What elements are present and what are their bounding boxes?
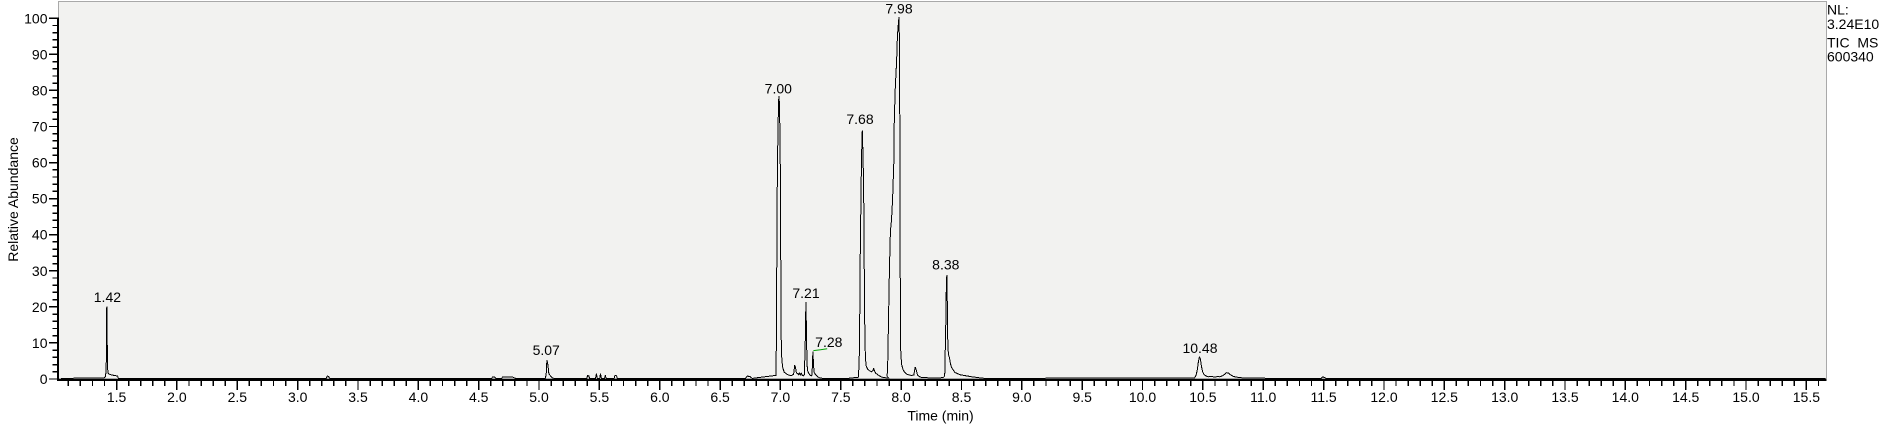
svg-text:9.5: 9.5 xyxy=(1072,389,1092,405)
svg-text:10.48: 10.48 xyxy=(1182,340,1217,356)
svg-text:7.0: 7.0 xyxy=(771,389,791,405)
svg-text:TIC MS: TIC MS xyxy=(1827,35,1878,51)
svg-text:10.0: 10.0 xyxy=(1129,389,1156,405)
svg-text:5.0: 5.0 xyxy=(529,389,549,405)
svg-text:Relative Abundance: Relative Abundance xyxy=(5,137,21,262)
svg-text:NL:: NL: xyxy=(1827,1,1849,17)
svg-text:7.98: 7.98 xyxy=(885,1,912,17)
svg-text:2.0: 2.0 xyxy=(167,389,187,405)
svg-text:11.0: 11.0 xyxy=(1250,389,1276,405)
svg-text:15.5: 15.5 xyxy=(1793,389,1820,405)
svg-text:1.5: 1.5 xyxy=(107,389,127,405)
svg-text:8.0: 8.0 xyxy=(891,389,911,405)
svg-text:14.5: 14.5 xyxy=(1672,389,1699,405)
svg-text:9.0: 9.0 xyxy=(1012,389,1032,405)
svg-text:10.5: 10.5 xyxy=(1189,389,1216,405)
svg-text:6.5: 6.5 xyxy=(710,389,730,405)
svg-text:11.5: 11.5 xyxy=(1310,389,1336,405)
svg-text:3.5: 3.5 xyxy=(348,389,368,405)
svg-text:7.5: 7.5 xyxy=(831,389,851,405)
svg-text:600340: 600340 xyxy=(1827,49,1874,65)
svg-text:8.5: 8.5 xyxy=(952,389,972,405)
svg-text:100: 100 xyxy=(24,10,48,26)
svg-text:13.0: 13.0 xyxy=(1491,389,1518,405)
svg-text:Time (min): Time (min) xyxy=(907,408,973,424)
svg-text:90: 90 xyxy=(32,46,48,62)
svg-text:80: 80 xyxy=(32,82,48,98)
svg-text:50: 50 xyxy=(32,191,48,207)
svg-text:20: 20 xyxy=(32,299,48,315)
svg-text:13.5: 13.5 xyxy=(1551,389,1578,405)
svg-text:7.68: 7.68 xyxy=(846,111,873,127)
svg-text:3.0: 3.0 xyxy=(288,389,308,405)
svg-text:10: 10 xyxy=(32,335,48,351)
svg-text:8.38: 8.38 xyxy=(932,257,959,273)
svg-text:2.5: 2.5 xyxy=(228,389,248,405)
svg-text:12.0: 12.0 xyxy=(1370,389,1397,405)
svg-text:70: 70 xyxy=(32,119,48,135)
svg-text:7.00: 7.00 xyxy=(765,80,792,96)
svg-text:6.0: 6.0 xyxy=(650,389,670,405)
svg-text:30: 30 xyxy=(32,263,48,279)
svg-text:40: 40 xyxy=(32,227,48,243)
svg-text:7.21: 7.21 xyxy=(792,285,819,301)
svg-text:15.0: 15.0 xyxy=(1732,389,1759,405)
svg-text:14.0: 14.0 xyxy=(1612,389,1639,405)
svg-text:7.28: 7.28 xyxy=(815,334,842,350)
svg-text:5.07: 5.07 xyxy=(533,342,560,358)
svg-text:60: 60 xyxy=(32,155,48,171)
svg-text:4.0: 4.0 xyxy=(409,389,429,405)
svg-text:3.24E10: 3.24E10 xyxy=(1827,16,1879,32)
svg-text:4.5: 4.5 xyxy=(469,389,489,405)
svg-text:0: 0 xyxy=(40,371,48,387)
svg-text:5.5: 5.5 xyxy=(590,389,610,405)
svg-text:12.5: 12.5 xyxy=(1431,389,1458,405)
svg-text:1.42: 1.42 xyxy=(94,289,121,305)
